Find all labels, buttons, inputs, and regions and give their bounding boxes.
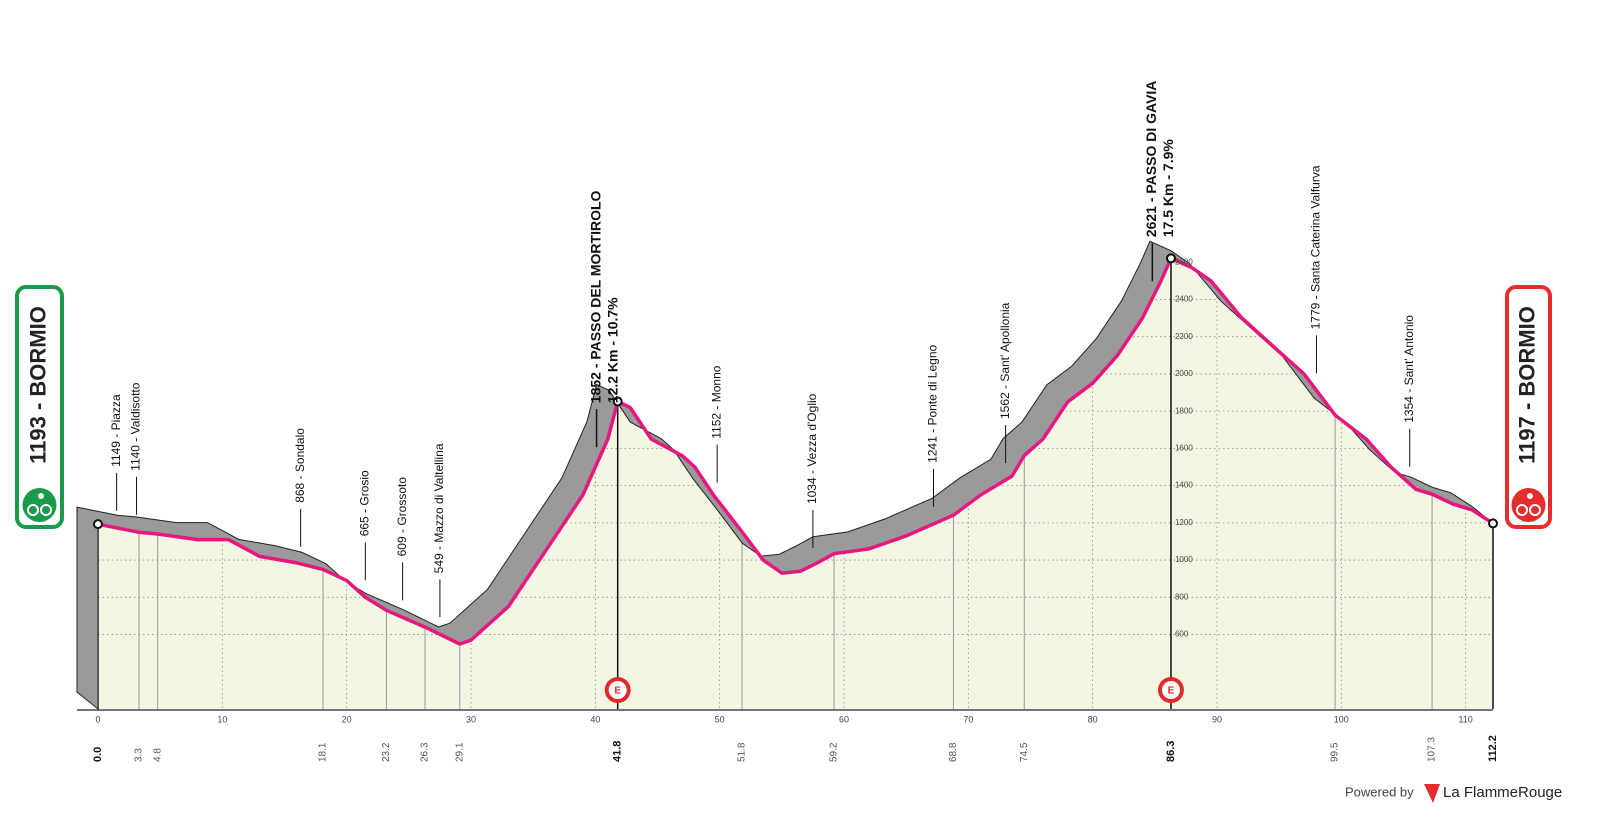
km-mark-label: 29.1 xyxy=(454,742,465,762)
annotation-text: 1562 - Sant' Apollonia xyxy=(998,302,1012,419)
profile-point xyxy=(93,519,103,530)
km-mark-label: 68.8 xyxy=(948,742,959,762)
annotation-sub: 17.5 Km - 7.9% xyxy=(1160,139,1176,238)
x-tick-label: 110 xyxy=(1458,714,1472,724)
bike-icon xyxy=(1527,493,1533,499)
start-label: 1193 - BORMIO xyxy=(25,306,50,464)
badge-frame xyxy=(15,285,64,529)
bike-icon xyxy=(40,504,52,516)
km-mark-label: 51.8 xyxy=(737,742,748,762)
bike-icon xyxy=(38,493,44,499)
x-tick-label: 90 xyxy=(1212,714,1222,724)
annotation-text: 1149 - Piazza xyxy=(109,394,123,467)
annotation-text: 1779 - Santa Caterina Valfurva xyxy=(1309,165,1323,329)
km-mark-label: 86.3 xyxy=(1165,741,1177,762)
bike-icon xyxy=(27,504,39,516)
km-mark-label: 41.8 xyxy=(612,741,624,762)
annotation-text: 1354 - Sant' Antonio xyxy=(1402,315,1416,423)
km-mark-label: 99.5 xyxy=(1330,742,1341,762)
climb-marker-label: E xyxy=(1168,686,1175,697)
brand-name: La FlammeRouge xyxy=(1443,784,1562,801)
annotation-text: 1152 - Monno xyxy=(709,365,723,438)
profile-point xyxy=(1165,253,1176,264)
km-mark-label: 18.1 xyxy=(318,742,329,762)
x-tick-label: 10 xyxy=(217,714,227,724)
y-tick-label: 2600 xyxy=(1175,257,1193,266)
x-tick-label: 20 xyxy=(342,714,352,724)
x-tick-label: 30 xyxy=(466,714,476,724)
annotation-text: 1140 - Valdisotto xyxy=(129,382,143,471)
annotation-text: 549 - Mazzo di Valtellina xyxy=(432,443,446,573)
annotation-text: 1241 - Ponte di Legno xyxy=(926,344,940,462)
annotation-text: 609 - Grossoto xyxy=(395,477,409,557)
annotation-text: 1852 - PASSO DEL MORTIROLO xyxy=(587,190,603,403)
start-badge: 1193 - BORMIO xyxy=(15,285,64,529)
km-mark-label: 107.3 xyxy=(1427,737,1438,762)
y-tick-label: 800 xyxy=(1175,592,1189,601)
km-mark-label: 3.3 xyxy=(134,748,145,762)
km-mark-label: 112.2 xyxy=(1487,735,1499,762)
annotation-text: 1034 - Vezza d'Oglio xyxy=(805,393,819,504)
x-tick-label: 70 xyxy=(963,714,973,724)
x-tick-label: 0 xyxy=(95,714,100,724)
y-tick-label: 1600 xyxy=(1175,443,1193,452)
y-tick-label: 1000 xyxy=(1175,555,1193,564)
x-tick-label: 40 xyxy=(590,714,600,724)
brand-logo xyxy=(1424,784,1440,803)
bike-icon xyxy=(1516,504,1528,516)
km-mark-label: 74.5 xyxy=(1019,742,1030,762)
annotation-text: 2621 - PASSO DI GAVIA xyxy=(1143,81,1159,238)
profile-point xyxy=(1488,518,1498,529)
profile-area xyxy=(98,258,1493,709)
bike-icon xyxy=(22,488,57,522)
plot: 0 10 20 30 40 50 60 70 80 90 100 110 0.0 3.3 4.8 18.1 23… xyxy=(76,81,1499,762)
profile-point xyxy=(612,396,623,407)
powered-by: Powered by xyxy=(1345,784,1414,799)
x-tick-label: 100 xyxy=(1334,714,1349,724)
climb-marker-inner xyxy=(607,680,628,700)
y-tick-label: 600 xyxy=(1175,630,1189,639)
km-mark-label: 26.3 xyxy=(420,742,431,762)
finish-label: 1197 - BORMIO xyxy=(1514,306,1539,464)
bike-icon xyxy=(1511,488,1546,522)
climb-marker-label: E xyxy=(614,686,621,697)
x-tick-label: 80 xyxy=(1088,714,1098,724)
km-mark-label: 59.2 xyxy=(829,742,840,762)
y-tick-label: 1200 xyxy=(1175,518,1193,527)
annotation-text: 868 - Sondalo xyxy=(293,428,307,503)
y-tick-label: 2000 xyxy=(1175,369,1193,378)
profile-line xyxy=(97,256,1494,646)
annotation-text: 665 - Grosio xyxy=(357,470,371,536)
x-tick-label: 50 xyxy=(715,714,725,724)
footer: Powered by La FlammeRouge xyxy=(1345,784,1562,803)
km-mark-label: 4.8 xyxy=(152,748,163,762)
climb-marker-inner xyxy=(1160,680,1181,700)
y-tick-label: 2400 xyxy=(1175,295,1193,304)
km-mark-label: 23.2 xyxy=(381,742,392,762)
annotation-sub: 12.2 Km - 10.7% xyxy=(604,297,620,403)
km-mark-label: 0.0 xyxy=(92,747,104,762)
x-tick-label: 60 xyxy=(839,714,849,724)
finish-badge: 1197 - BORMIO xyxy=(1505,285,1552,529)
y-tick-label: 1400 xyxy=(1175,481,1193,490)
bike-icon xyxy=(1529,504,1541,516)
y-tick-label: 1800 xyxy=(1175,406,1193,415)
y-tick-label: 2200 xyxy=(1175,332,1193,341)
badge-frame xyxy=(1505,285,1552,529)
